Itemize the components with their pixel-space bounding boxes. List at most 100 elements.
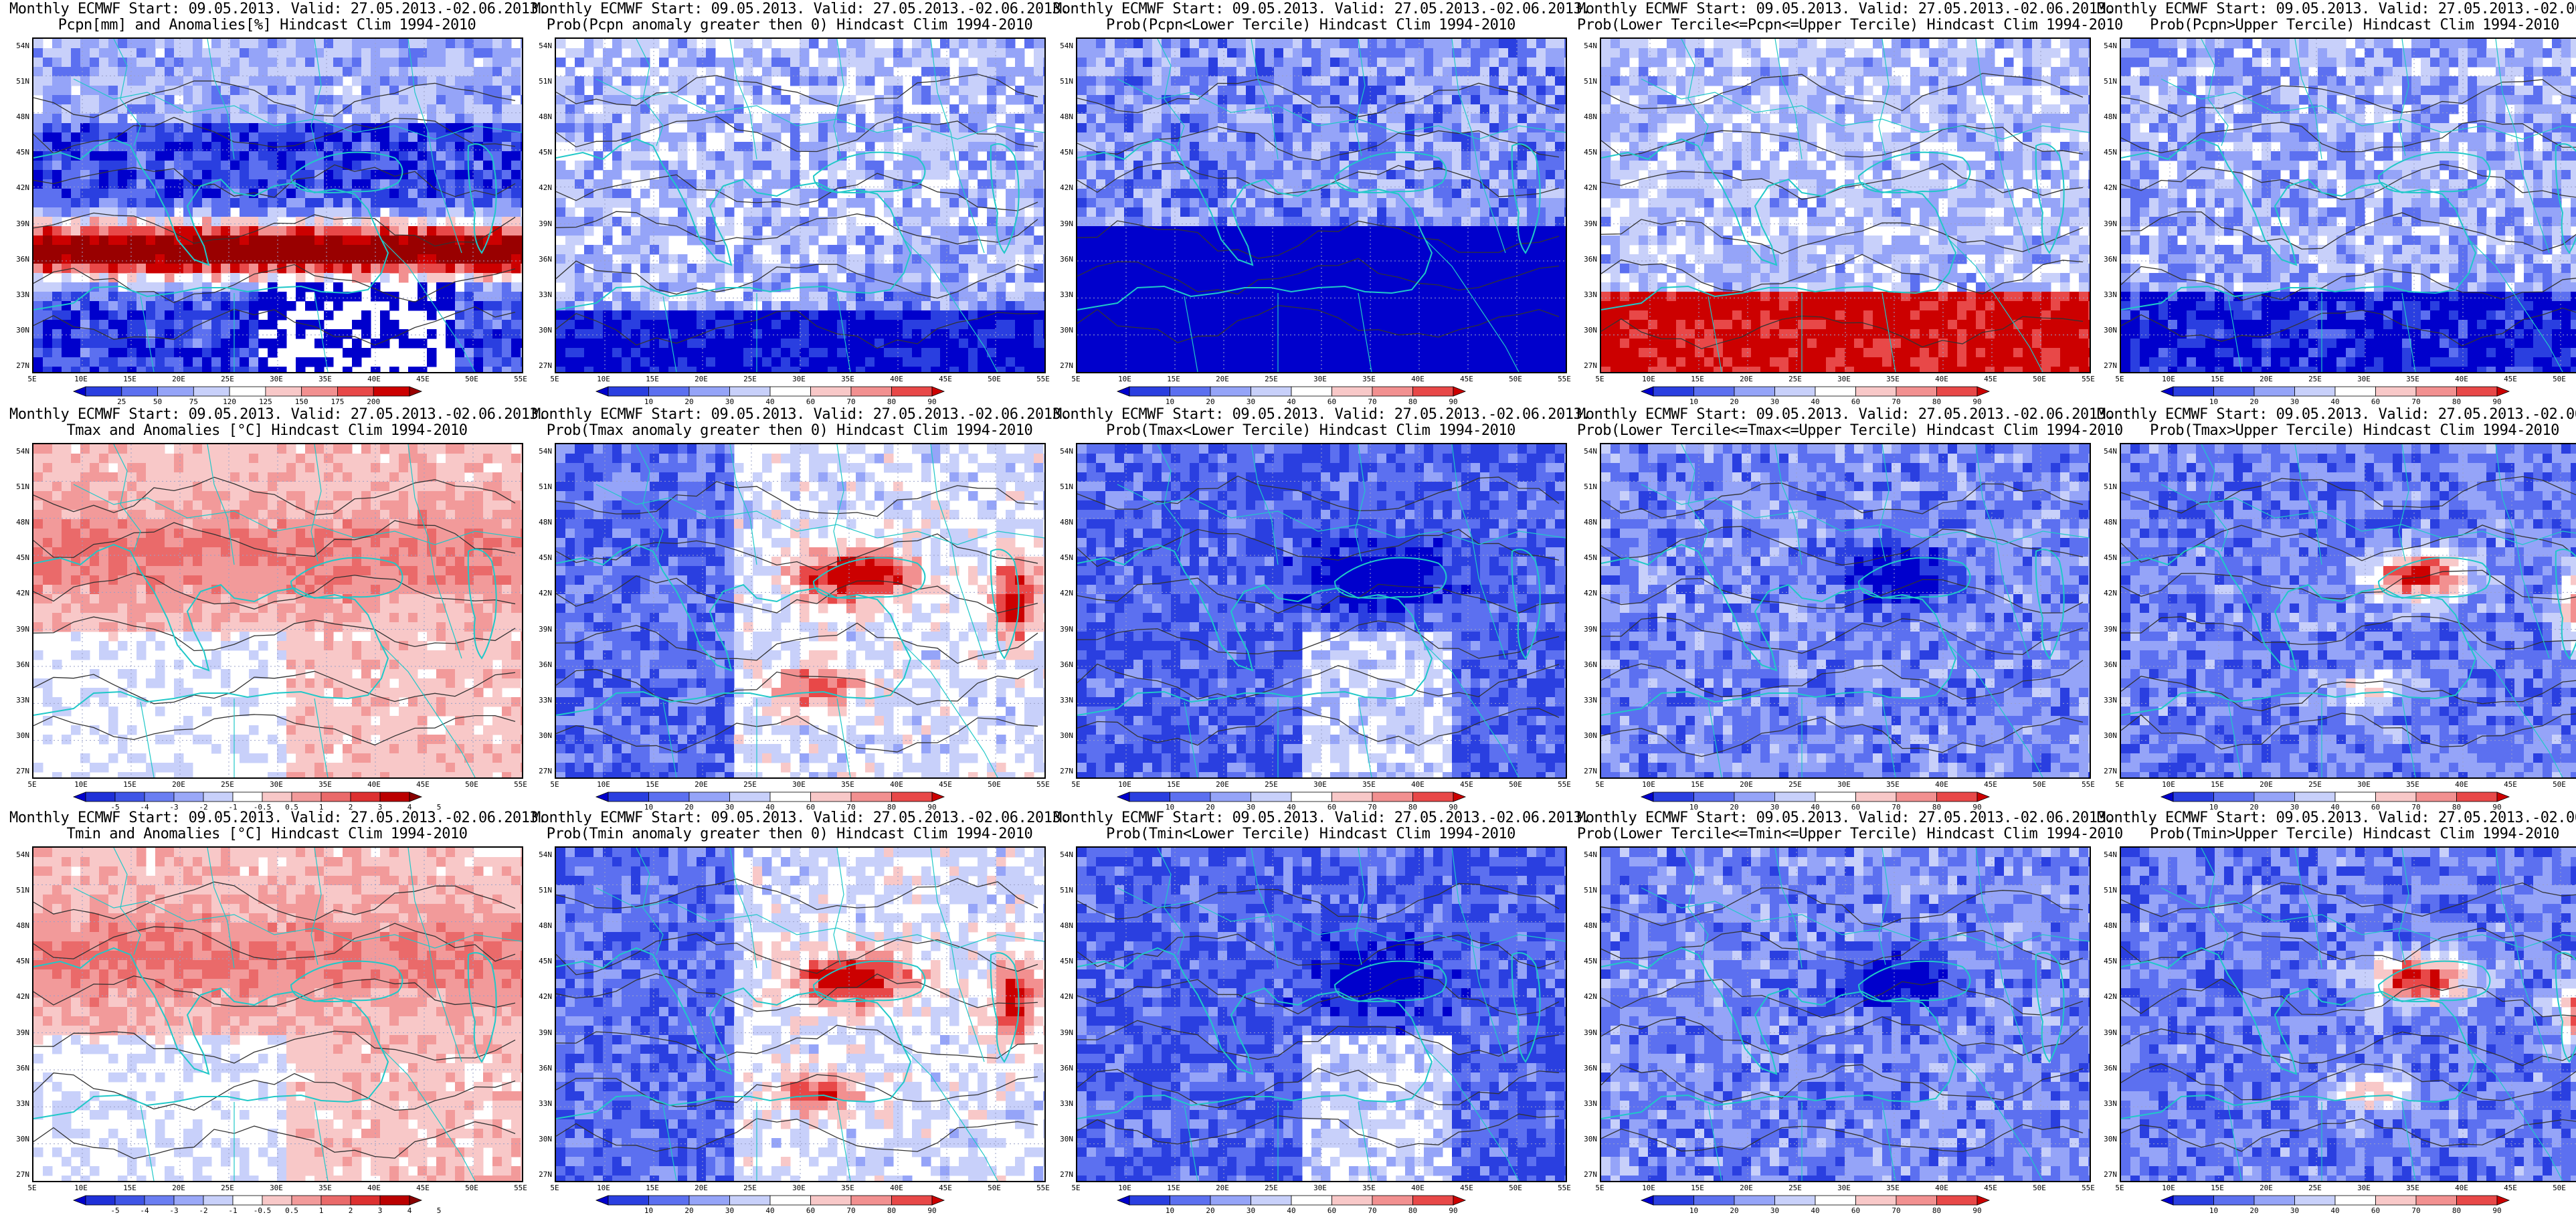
field-cell xyxy=(492,357,502,367)
field-cell xyxy=(1564,39,1566,49)
field-cell xyxy=(1246,67,1256,77)
field-cell xyxy=(211,320,221,330)
field-cell xyxy=(1452,245,1462,255)
field-cell xyxy=(268,320,278,330)
field-cell xyxy=(1283,254,1293,264)
field-cell xyxy=(1115,95,1125,105)
field-cell xyxy=(1396,104,1406,114)
field-cell xyxy=(565,236,575,246)
field-cell xyxy=(631,198,641,208)
field-cell xyxy=(502,339,512,349)
field-cell xyxy=(1043,86,1044,96)
field-cell xyxy=(1024,123,1034,133)
field-cell xyxy=(1293,58,1303,68)
field-cell xyxy=(931,329,941,339)
field-cell xyxy=(1124,198,1134,208)
field-cell xyxy=(202,226,212,236)
field-cell xyxy=(1349,39,1359,49)
field-cell xyxy=(427,310,437,320)
field-cell xyxy=(678,329,688,339)
lon-tick-label: 50E xyxy=(982,375,1006,383)
field-cell xyxy=(697,95,707,105)
field-cell xyxy=(565,273,575,283)
field-cell xyxy=(52,132,62,143)
field-cell xyxy=(80,310,90,320)
field-cell xyxy=(1386,198,1396,208)
field-cell xyxy=(565,339,575,349)
field-cell xyxy=(1024,95,1034,105)
field-cell xyxy=(1293,301,1303,311)
field-cell xyxy=(921,86,931,96)
field-cell xyxy=(1311,161,1321,171)
field-cell xyxy=(474,320,484,330)
field-cell xyxy=(268,86,278,96)
field-cell xyxy=(1555,95,1565,105)
field-cell xyxy=(846,320,856,330)
field-cell xyxy=(1349,301,1359,311)
field-cell xyxy=(809,189,819,199)
field-cell xyxy=(846,282,856,292)
field-cell xyxy=(1293,132,1303,143)
field-cell xyxy=(296,217,306,227)
field-cell xyxy=(1321,198,1331,208)
field-cell xyxy=(818,226,828,236)
field-cell xyxy=(846,310,856,320)
field-cell xyxy=(837,348,847,358)
field-cell xyxy=(1480,151,1490,161)
field-cell xyxy=(1302,123,1312,133)
field-cell xyxy=(183,86,193,96)
field-cell xyxy=(211,301,221,311)
field-cell xyxy=(71,226,81,236)
field-cell xyxy=(1034,132,1044,143)
field-cell xyxy=(1377,226,1387,236)
field-cell xyxy=(1087,282,1097,292)
field-cell xyxy=(1302,48,1312,58)
field-cell xyxy=(1227,264,1237,274)
field-cell xyxy=(734,273,744,283)
field-cell xyxy=(1105,282,1115,292)
field-cell xyxy=(305,179,315,189)
field-cell xyxy=(127,217,137,227)
field-cell xyxy=(884,348,894,358)
field-cell xyxy=(809,226,819,236)
field-cell xyxy=(865,348,875,358)
field-cell xyxy=(734,104,744,114)
field-cell xyxy=(502,245,512,255)
field-cell xyxy=(1340,76,1350,86)
field-cell xyxy=(1162,170,1172,180)
field-cell xyxy=(884,76,894,86)
field-cell xyxy=(575,367,585,372)
colorbar-min-arrow xyxy=(596,387,608,396)
field-cell xyxy=(193,86,203,96)
field-cell xyxy=(1536,170,1546,180)
field-cell xyxy=(146,357,156,367)
field-cell xyxy=(1293,264,1303,274)
field-cell xyxy=(464,104,474,114)
field-cell xyxy=(875,301,885,311)
field-cell xyxy=(565,48,575,58)
field-cell xyxy=(931,151,941,161)
field-cell xyxy=(408,58,418,68)
field-cell xyxy=(62,282,72,292)
field-cell xyxy=(483,198,493,208)
field-cell xyxy=(1461,264,1471,274)
field-cell xyxy=(940,301,950,311)
field-cell xyxy=(1077,86,1087,96)
field-cell xyxy=(118,76,128,86)
field-cell xyxy=(324,86,334,96)
field-cell xyxy=(1096,198,1106,208)
field-cell xyxy=(249,348,259,358)
field-cell xyxy=(1024,367,1034,372)
field-cell xyxy=(575,310,585,320)
field-cell xyxy=(108,273,118,283)
field-cell xyxy=(1452,179,1462,189)
field-cell xyxy=(1555,67,1565,77)
field-cell xyxy=(959,292,969,302)
field-cell xyxy=(268,151,278,161)
field-cell xyxy=(1358,245,1368,255)
field-cell xyxy=(1424,114,1434,124)
field-cell xyxy=(1096,282,1106,292)
field-cell xyxy=(622,348,632,358)
field-cell xyxy=(1293,39,1303,49)
field-cell xyxy=(1489,48,1499,58)
